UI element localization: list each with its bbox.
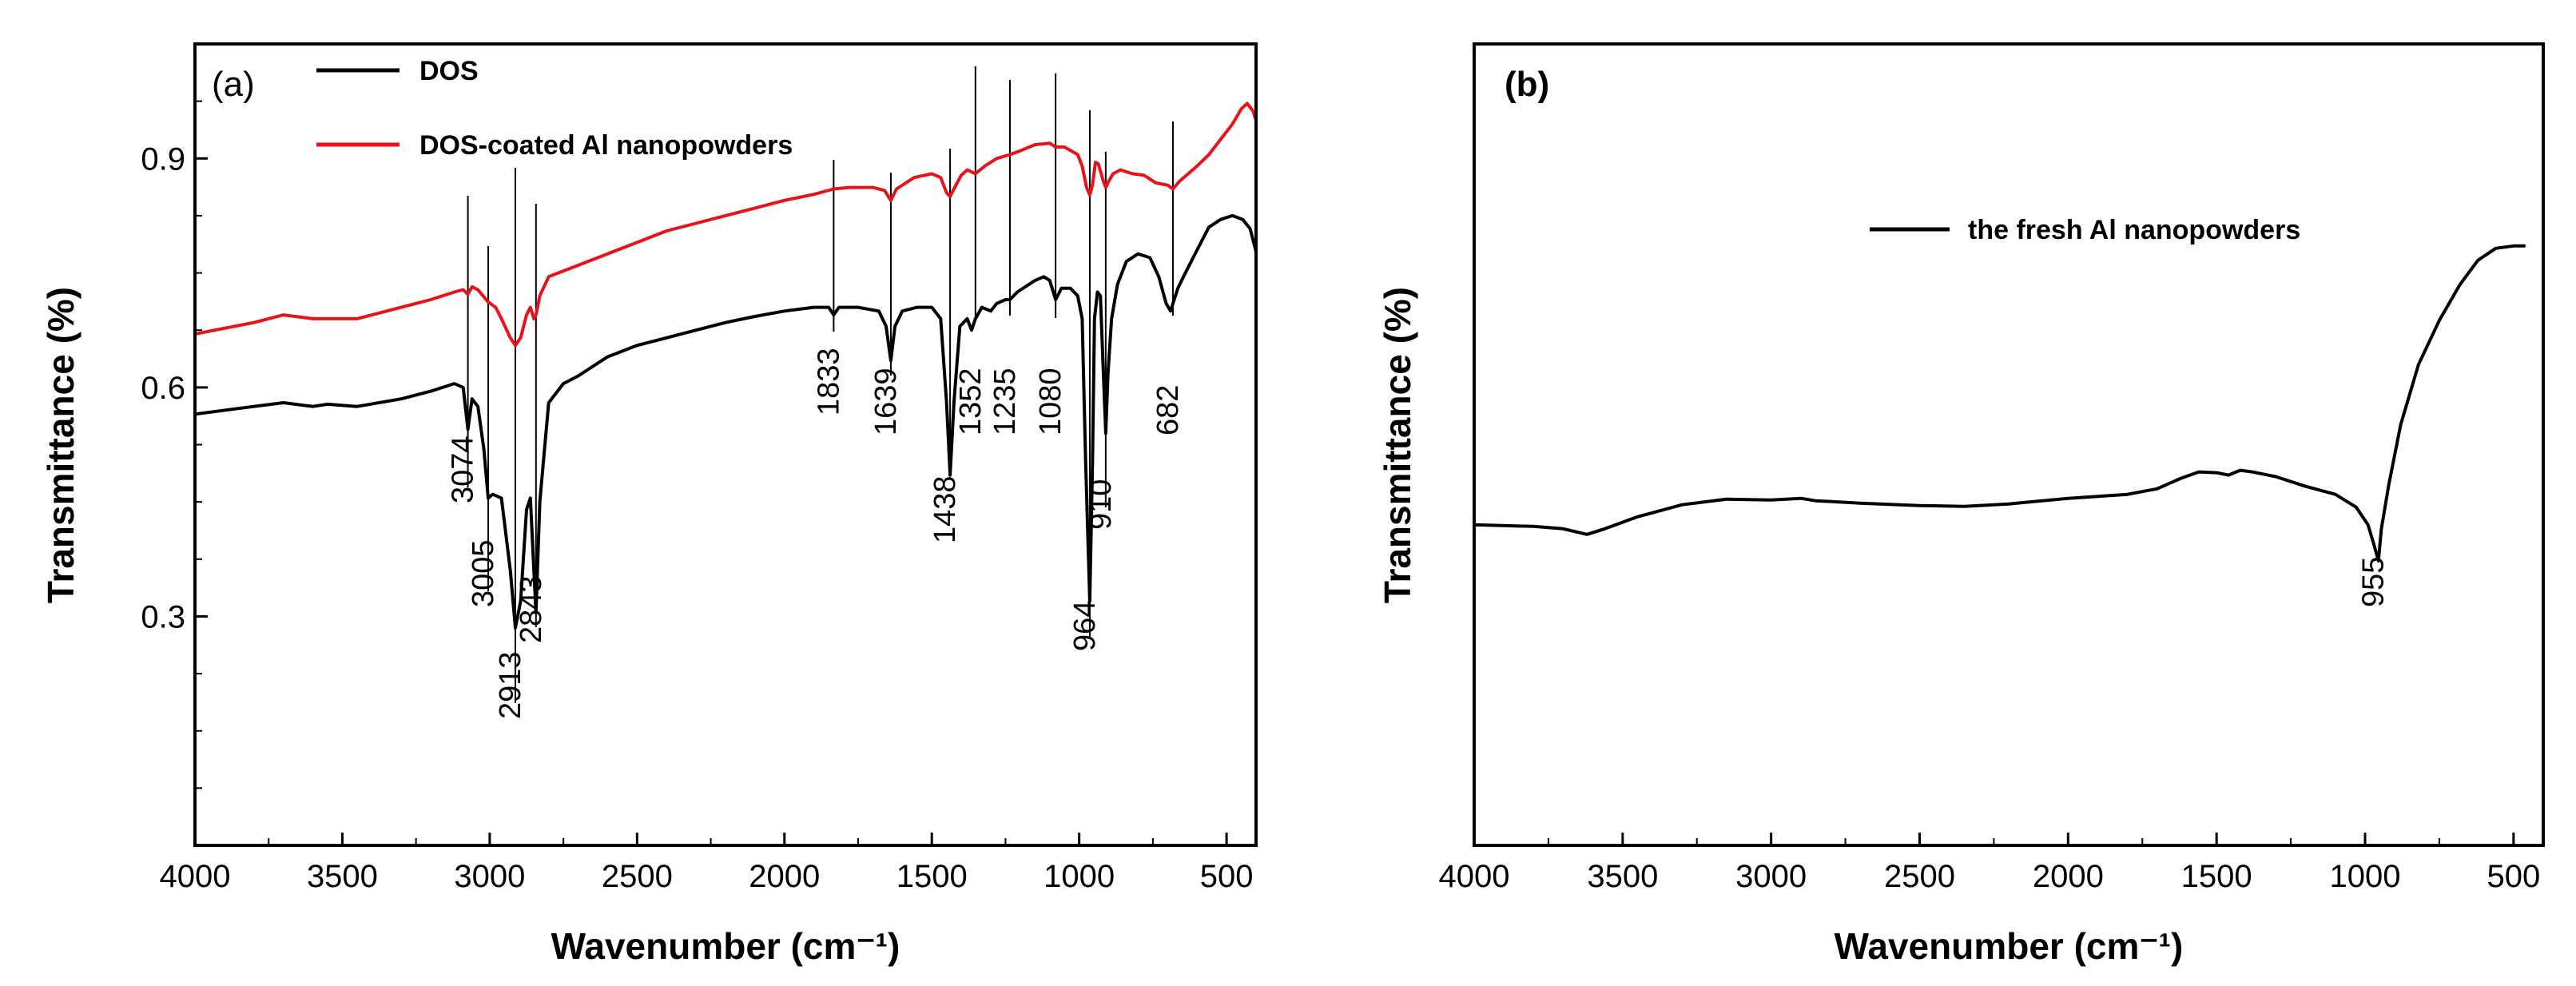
peak-labels: 3074 3005 2913 2843 1833 1639 1438 1352 1235 1080… bbox=[447, 348, 1185, 719]
legend-label-dos: DOS bbox=[419, 56, 479, 86]
x-tick-label: 1000 bbox=[2330, 859, 2401, 894]
peak-label-3074: 3074 bbox=[447, 435, 480, 503]
x-axis-ticks: 4000 3500 3000 2500 2000 1500 1000 500 bbox=[1439, 833, 2540, 894]
peak-label-964: 964 bbox=[1068, 601, 1102, 651]
y-axis-ticks: 0.3 0.6 0.9 bbox=[141, 43, 208, 789]
x-tick-label: 2000 bbox=[749, 859, 820, 894]
peak-labels: 955 bbox=[2357, 557, 2391, 607]
x-tick-label: 1500 bbox=[896, 859, 968, 894]
x-axis-title-b: Wavenumber (cm⁻¹) bbox=[1835, 925, 2184, 967]
x-tick-label: 2500 bbox=[1884, 859, 1955, 894]
peak-label-1235: 1235 bbox=[988, 368, 1022, 435]
peak-label-2843: 2843 bbox=[515, 575, 548, 643]
peak-label-1352: 1352 bbox=[954, 368, 988, 435]
x-tick-label: 1500 bbox=[2181, 859, 2252, 894]
series-group bbox=[1473, 244, 2526, 563]
x-tick-label: 500 bbox=[2487, 859, 2540, 894]
x-tick-label: 3500 bbox=[307, 859, 378, 894]
peak-label-1080: 1080 bbox=[1034, 368, 1067, 435]
peak-label-1639: 1639 bbox=[869, 368, 903, 435]
peak-label-682: 682 bbox=[1151, 385, 1185, 435]
y-tick-label: 0.9 bbox=[141, 141, 185, 177]
peak-label-1833: 1833 bbox=[812, 348, 845, 415]
x-tick-label: 3000 bbox=[454, 859, 525, 894]
x-tick-label: 500 bbox=[1200, 859, 1254, 894]
panel-a: 4000 3500 3000 2500 2000 1500 1000 500 0.30.60.… bbox=[40, 42, 1258, 967]
peak-label-910: 910 bbox=[1084, 479, 1118, 530]
legend-a: DOS DOS-coated Al nanopowders bbox=[316, 56, 793, 161]
x-tick-label: 1000 bbox=[1044, 859, 1115, 894]
panel-label-a: (a) bbox=[212, 65, 255, 104]
x-axis-ticks: 4000 3500 3000 2500 2000 1500 1000 500 bbox=[160, 833, 1254, 894]
panel-label-b: (b) bbox=[1505, 65, 1549, 104]
y-axis-title-a: Transmittance (%) bbox=[40, 287, 81, 603]
x-tick-label: 4000 bbox=[1439, 859, 1510, 894]
peak-label-955: 955 bbox=[2357, 557, 2391, 607]
plot-frame-b bbox=[1473, 42, 2545, 847]
series-line-1 bbox=[194, 101, 1258, 348]
legend-label-fresh-al: the fresh Al nanopowders bbox=[1968, 215, 2300, 245]
x-tick-label: 2000 bbox=[2033, 859, 2104, 894]
x-tick-label: 3000 bbox=[1735, 859, 1807, 894]
y-tick-label: 0.6 bbox=[141, 371, 185, 406]
x-tick-label: 4000 bbox=[160, 859, 231, 894]
series-line-0 bbox=[1473, 244, 2526, 563]
x-tick-label: 2500 bbox=[602, 859, 673, 894]
legend-label-dos-coated: DOS-coated Al nanopowders bbox=[419, 130, 793, 161]
peak-label-3005: 3005 bbox=[467, 539, 500, 607]
legend-b: the fresh Al nanopowders bbox=[1870, 215, 2300, 245]
panel-b: 4000 3500 3000 2500 2000 1500 1000 500 955 (b) … bbox=[1377, 42, 2545, 967]
x-tick-label: 3500 bbox=[1587, 859, 1658, 894]
x-axis-title-a: Wavenumber (cm⁻¹) bbox=[551, 925, 900, 967]
peak-label-1438: 1438 bbox=[928, 475, 962, 543]
peak-label-2913: 2913 bbox=[494, 651, 527, 719]
series-group bbox=[194, 101, 1258, 630]
y-axis-title-b: Transmittance (%) bbox=[1377, 287, 1418, 603]
y-tick-label: 0.3 bbox=[141, 599, 185, 634]
series-line-0 bbox=[194, 213, 1258, 630]
